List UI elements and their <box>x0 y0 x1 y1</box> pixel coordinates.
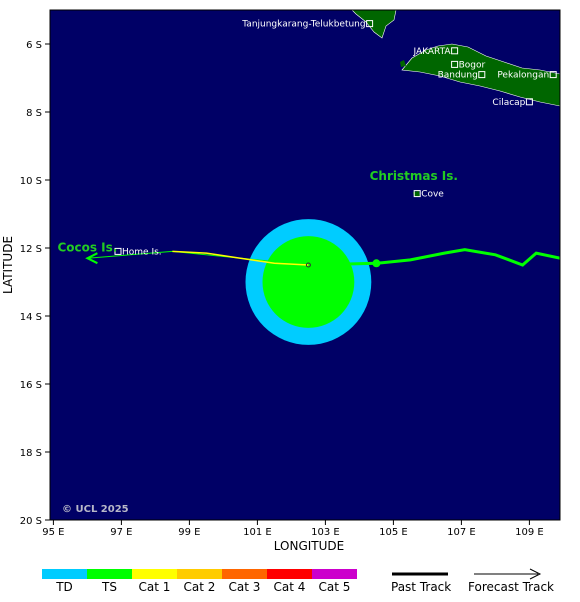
legend-swatch <box>87 569 132 579</box>
forecast-track-legend-arrow <box>529 568 542 580</box>
y-tick-label: 8 S <box>26 108 42 119</box>
land-krakatau <box>400 60 406 67</box>
place-marker: Pekalongan <box>497 71 557 81</box>
x-tick-label: 107 E <box>447 527 476 538</box>
place-label: Bogor <box>459 60 486 70</box>
legend-category-label: Cat 4 <box>274 580 306 594</box>
legend-category-label: TD <box>55 580 73 594</box>
wind-radius-50kt <box>262 236 355 328</box>
land-christmas-island <box>413 191 420 197</box>
copyright-text: © UCL 2025 <box>62 504 129 515</box>
plot-frame <box>49 9 561 521</box>
place-square <box>478 71 486 79</box>
x-tick-label: 101 E <box>243 527 272 538</box>
place-square <box>451 47 459 55</box>
legend-swatch <box>222 569 267 579</box>
island-label: Christmas Is. <box>370 169 458 183</box>
place-label: Tanjungkarang-Telukbetung <box>241 20 365 30</box>
place-marker: Home Is. <box>114 247 162 257</box>
place-label: Home Is. <box>122 247 162 257</box>
y-tick-label: 14 S <box>20 312 42 323</box>
x-tick-label: 103 E <box>311 527 340 538</box>
legend-category-label: Cat 2 <box>184 580 216 594</box>
y-tick-label: 16 S <box>20 380 42 391</box>
island-label: Cocos Is. <box>57 240 117 254</box>
x-tick-label: 105 E <box>379 527 408 538</box>
y-tick-label: 20 S <box>20 516 42 527</box>
place-label: Cove <box>421 190 444 200</box>
y-axis-title: LATITUDE <box>1 236 15 294</box>
forecast-arrow-head <box>85 252 98 265</box>
past-track-legend-label: Past Track <box>391 580 451 594</box>
place-marker: Tanjungkarang-Telukbetung <box>241 20 374 30</box>
land-sumatra <box>351 10 397 39</box>
x-axis-title: LONGITUDE <box>274 539 344 553</box>
intensity-legend: TD TS Cat 1 Cat 2 Cat 3 Cat 4 Cat 5 <box>42 569 357 594</box>
x-tick-label: 95 E <box>42 527 64 538</box>
place-marker: Cilacap <box>492 98 533 108</box>
forecast-track-legend-label: Forecast Track <box>468 580 554 594</box>
place-label: JAKARTA <box>412 47 451 57</box>
forecast-track-line <box>308 248 560 267</box>
forecast-point-marker <box>372 259 381 268</box>
place-label: Bandung <box>438 71 478 81</box>
place-square <box>366 20 374 28</box>
legend-swatch <box>42 569 87 579</box>
legend-category-label: TS <box>101 580 117 594</box>
place-square <box>451 60 459 68</box>
storm-center-marker <box>305 262 311 268</box>
y-tick-label: 12 S <box>20 244 42 255</box>
place-square <box>114 247 122 255</box>
place-label: Pekalongan <box>497 71 549 81</box>
legend-swatch <box>132 569 177 579</box>
place-marker: JAKARTA <box>412 47 459 57</box>
legend-category-label: Cat 1 <box>139 580 171 594</box>
place-marker: Cove <box>413 190 444 200</box>
x-tick-label: 99 E <box>178 527 200 538</box>
place-label: Cilacap <box>492 98 525 108</box>
legend-swatch <box>312 569 357 579</box>
legend-swatch <box>267 569 312 579</box>
place-marker: Bogor <box>451 60 486 70</box>
x-tick-label: 109 E <box>515 527 544 538</box>
legend-swatch <box>177 569 222 579</box>
place-marker: Bandung <box>438 71 486 81</box>
legend-category-label: Cat 5 <box>319 580 351 594</box>
y-tick-label: 18 S <box>20 448 42 459</box>
place-square <box>549 71 557 79</box>
past-track-line <box>172 250 309 266</box>
place-square <box>525 98 533 106</box>
y-tick-label: 6 S <box>26 40 42 51</box>
x-tick-label: 97 E <box>110 527 132 538</box>
legend-category-label: Cat 3 <box>229 580 261 594</box>
y-tick-label: 10 S <box>20 176 42 187</box>
place-square <box>413 190 421 198</box>
